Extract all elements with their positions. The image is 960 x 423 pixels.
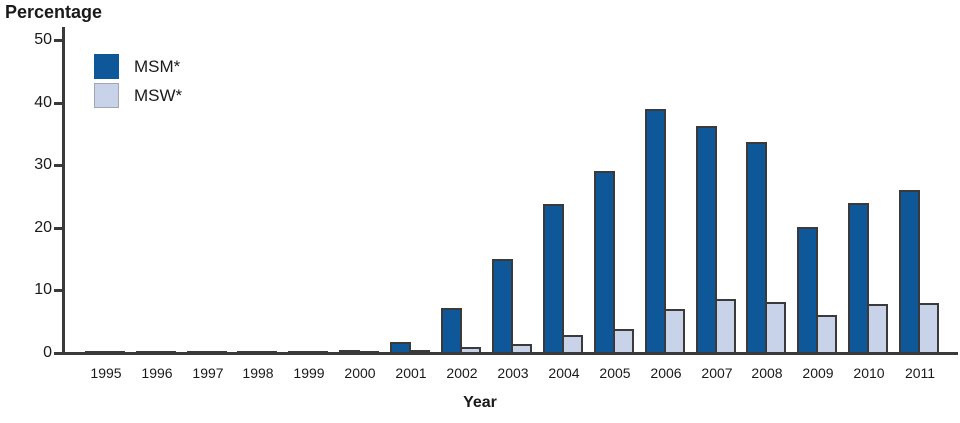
y-tick-label: 40: [34, 94, 52, 111]
y-axis-line: [62, 27, 65, 355]
legend-swatch-msm: [94, 54, 119, 79]
x-tick-label: 2011: [904, 365, 936, 381]
y-tick-mark: [54, 39, 63, 42]
x-tick-label: 2006: [650, 365, 682, 381]
y-tick-label: 30: [34, 156, 52, 173]
y-tick-label: 0: [43, 344, 52, 361]
x-axis-title: Year: [463, 394, 497, 411]
bar-msw: [715, 299, 736, 353]
x-tick-label: 2008: [751, 365, 783, 381]
y-tick-label: 10: [34, 281, 52, 298]
x-axis-line: [62, 352, 958, 355]
x-tick-label: 2007: [701, 365, 733, 381]
y-tick-mark: [54, 227, 63, 230]
bar-msm: [492, 259, 513, 353]
bar-msm: [543, 204, 564, 353]
bar-msm: [848, 203, 869, 353]
x-tick-label: 2002: [446, 365, 478, 381]
y-tick-mark: [54, 102, 63, 105]
bar-msm: [797, 227, 818, 353]
bar-msm: [899, 190, 920, 353]
x-tick-label: 2003: [497, 365, 529, 381]
bar-msm: [390, 342, 411, 353]
x-tick-label: 2010: [853, 365, 885, 381]
x-tick-label: 2009: [802, 365, 834, 381]
legend-swatch-msw: [94, 83, 119, 108]
bar-msm: [441, 308, 462, 353]
legend-label-msw: MSW*: [134, 85, 183, 105]
x-tick-label: 2005: [599, 365, 631, 381]
x-tick-label: 2004: [548, 365, 580, 381]
y-axis-title: Percentage: [5, 2, 103, 22]
bar-msw: [918, 303, 939, 353]
bar-msw: [867, 304, 888, 353]
legend-item-msm: MSM*: [94, 54, 182, 79]
bar-msm: [746, 142, 767, 353]
bar-msm: [594, 171, 615, 353]
x-tick-label: 1999: [293, 365, 325, 381]
y-tick-mark: [54, 164, 63, 167]
bar-msm: [696, 126, 717, 353]
y-tick-mark: [54, 352, 63, 355]
legend-label-msm: MSM*: [134, 56, 181, 76]
bar-msw: [409, 350, 430, 353]
bar-msw: [613, 329, 634, 353]
x-tick-label: 1998: [242, 365, 274, 381]
x-tick-label: 1995: [90, 365, 122, 381]
legend-item-msw: MSW*: [94, 83, 182, 108]
x-tick-label: 1996: [141, 365, 173, 381]
bar-msm: [645, 109, 666, 353]
y-tick-label: 50: [34, 31, 52, 48]
bar-msw: [562, 335, 583, 353]
x-tick-label: 1997: [192, 365, 224, 381]
x-tick-label: 2001: [395, 365, 427, 381]
x-tick-label: 2000: [344, 365, 376, 381]
bar-msw: [765, 302, 786, 353]
y-tick-label: 20: [34, 219, 52, 236]
bar-msw: [664, 309, 685, 353]
y-tick-mark: [54, 289, 63, 292]
bar-msw: [511, 344, 532, 353]
bar-msw: [816, 315, 837, 353]
legend: MSM* MSW*: [94, 54, 182, 112]
bar-msw: [460, 347, 481, 353]
